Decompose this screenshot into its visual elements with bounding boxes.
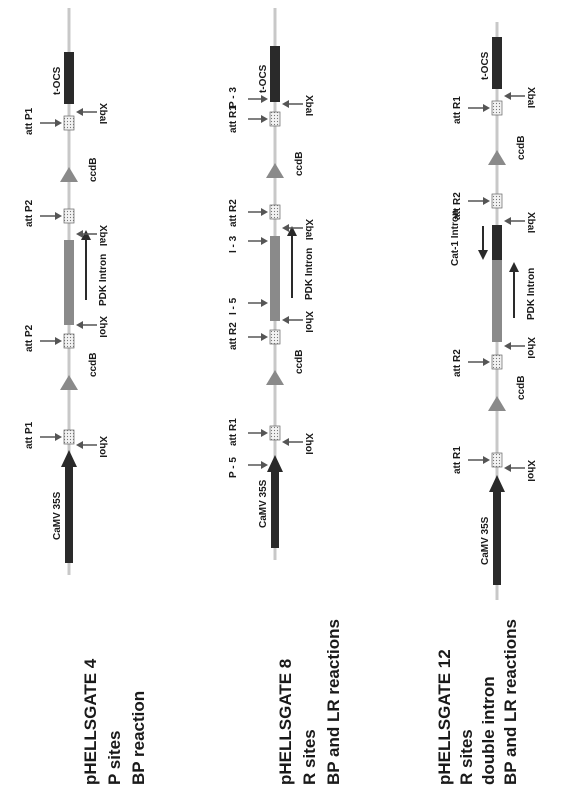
promoter-arrow	[489, 475, 505, 585]
label-att-site-4: att R1	[228, 105, 239, 133]
label-att-site-4: att P1	[24, 107, 35, 135]
label-xbai-2: XbaI	[303, 95, 314, 116]
label-ccdb-2: ccdB	[88, 158, 99, 182]
label-pdk-intron: PDK Intron	[526, 268, 537, 320]
pdk-orientation-arrowhead	[509, 262, 519, 272]
label-xbai-2: XbaI	[97, 103, 108, 124]
label-ccdb-1: ccdB	[294, 350, 305, 374]
att-site-1	[491, 452, 503, 468]
label-att-site-3: att R2	[452, 192, 463, 220]
label-promoter: CaMV 35S	[52, 491, 63, 540]
title-line-1: pHELLSGATE 8	[276, 659, 295, 785]
att-site-1	[269, 425, 281, 441]
att-site-2	[63, 333, 75, 349]
label-p3: P - 3	[228, 87, 239, 108]
att-site-3	[269, 204, 281, 220]
att-site-4	[491, 100, 503, 116]
label-cat1-intron: Cat-1 Intron	[450, 210, 461, 266]
title-line-3: double intron	[479, 676, 498, 785]
att-site-4	[63, 115, 75, 131]
att-site-2	[491, 354, 503, 370]
terminator-block	[492, 37, 502, 89]
construct-phellsgate4: CaMV 35S att P1 XhoI ccdB att P2 XhoI PD…	[24, 8, 148, 785]
label-promoter: CaMV 35S	[480, 516, 491, 565]
title-line-2: P sites	[105, 730, 124, 785]
pointer-arrows	[40, 108, 97, 449]
label-att-site-1: att R1	[452, 446, 463, 474]
ccdb-arrow-1	[488, 396, 506, 411]
pdk-intron-block	[492, 260, 502, 342]
label-xhoi-2: XhoI	[97, 316, 108, 338]
pdk-intron-block	[64, 240, 74, 325]
label-att-site-1: att P1	[24, 421, 35, 449]
label-promoter: CaMV 35S	[258, 479, 269, 528]
label-pdk-intron: PDK Intron	[304, 248, 315, 300]
label-xhoi-1: XhoI	[97, 436, 108, 458]
title-line-3: BP reaction	[129, 691, 148, 785]
label-i5: I - 5	[228, 297, 239, 315]
pointer-arrows	[248, 95, 303, 469]
promoter-arrow	[61, 450, 77, 563]
label-xbai-2: XbaI	[525, 87, 536, 108]
att-site-3	[491, 193, 503, 209]
label-xbai-1: XbaI	[525, 212, 536, 233]
label-ccdb-1: ccdB	[516, 376, 527, 400]
label-att-site-1: att R1	[228, 418, 239, 446]
label-att-site-3: att P2	[24, 199, 35, 227]
label-xhoi-1: XhoI	[525, 460, 536, 482]
label-xhoi-2: XhoI	[303, 311, 314, 333]
cat1-orientation-arrowhead	[478, 250, 488, 260]
label-xhoi-2: XhoI	[525, 337, 536, 359]
label-ccdb-2: ccdB	[294, 152, 305, 176]
title-line-1: pHELLSGATE 4	[81, 658, 100, 785]
label-att-site-3: att R2	[228, 199, 239, 227]
pointer-arrows	[468, 92, 525, 472]
att-site-1	[63, 429, 75, 445]
ccdb-arrow-1	[60, 375, 78, 390]
label-att-site-2: att R2	[452, 349, 463, 377]
intron-orientation-arrowhead	[287, 226, 297, 236]
cat1-intron-block	[492, 225, 502, 260]
label-ccdb-1: ccdB	[88, 353, 99, 377]
ccdb-arrow-2	[266, 163, 284, 178]
label-terminator: t-OCS	[52, 66, 63, 95]
label-ccdb-2: ccdB	[516, 136, 527, 160]
intron-orientation-arrowhead	[81, 230, 91, 240]
label-att-site-4: att R1	[452, 96, 463, 124]
promoter-arrow	[267, 455, 283, 548]
label-p5: P - 5	[228, 457, 239, 478]
att-site-3	[63, 208, 75, 224]
title-line-3: BP and LR reactions	[324, 619, 343, 785]
ccdb-arrow-1	[266, 370, 284, 385]
title-line-4: BP and LR reactions	[501, 619, 520, 785]
terminator-block	[270, 46, 280, 102]
att-site-2	[269, 329, 281, 345]
title-line-2: R sites	[300, 729, 319, 785]
att-site-4	[269, 111, 281, 127]
label-pdk-intron: PDK Intron	[98, 254, 109, 306]
label-xbai-1: XbaI	[97, 225, 108, 246]
title-line-2: R sites	[457, 729, 476, 785]
pdk-intron-block	[270, 236, 280, 321]
label-xhoi-1: XhoI	[303, 433, 314, 455]
construct-phellsgate12: CaMV 35S att R1 XhoI ccdB att R2 XhoI PD…	[435, 22, 537, 785]
ccdb-arrow-2	[60, 167, 78, 182]
title-line-1: pHELLSGATE 12	[435, 649, 454, 785]
label-xbai-1: XbaI	[303, 219, 314, 240]
ccdb-arrow-2	[488, 150, 506, 165]
label-att-site-2: att P2	[24, 324, 35, 352]
label-terminator: t-OCS	[258, 64, 269, 93]
label-att-site-2: att R2	[228, 322, 239, 350]
label-i3: I - 3	[228, 235, 239, 253]
label-terminator: t-OCS	[480, 51, 491, 80]
terminator-block	[64, 52, 74, 104]
construct-phellsgate8: CaMV 35S P - 5 att R1 XhoI ccdB att R2 X…	[228, 8, 343, 785]
